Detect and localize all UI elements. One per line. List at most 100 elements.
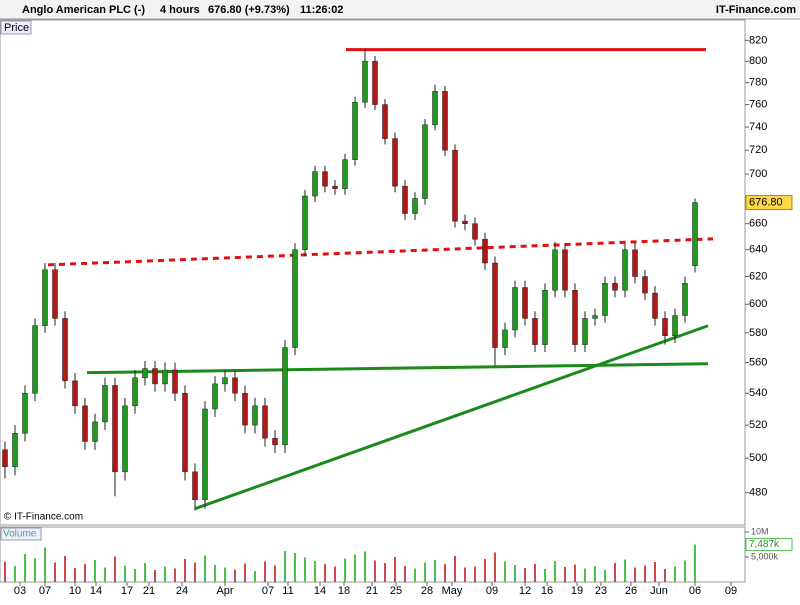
candle-body: [102, 385, 108, 423]
candle-body: [312, 171, 318, 197]
y-tick-label: 700: [749, 168, 767, 180]
trend-line: [47, 237, 714, 267]
y-tick-label: 760: [749, 98, 767, 110]
candle-body: [92, 421, 98, 442]
candle-body: [2, 449, 8, 467]
candle-body: [222, 377, 228, 385]
volume-bar: [544, 569, 546, 582]
candle-body: [532, 318, 538, 345]
x-tick-label: 17: [121, 585, 133, 597]
volume-bar: [184, 559, 186, 582]
candle-body: [32, 325, 38, 394]
candle-body: [52, 269, 58, 319]
volume-bar: [214, 565, 216, 582]
volume-bar: [374, 560, 376, 582]
candle-body: [392, 138, 398, 187]
candle-body: [372, 60, 378, 105]
x-tick-label: 09: [725, 585, 737, 597]
volume-bar: [504, 561, 506, 582]
volume-bar: [434, 560, 436, 582]
volume-bar: [674, 566, 676, 582]
volume-bar: [564, 567, 566, 582]
volume-bar: [614, 563, 616, 582]
candle-body: [292, 249, 298, 348]
header-title: Anglo American PLC (-): [22, 4, 145, 16]
header-price: 676.80 (+9.73%): [208, 4, 290, 16]
candle-body: [442, 91, 448, 151]
volume-bar: [594, 566, 596, 582]
candle-body: [642, 276, 648, 294]
volume-bar: [44, 547, 46, 582]
y-tick-label: 480: [749, 487, 767, 499]
candle-body: [682, 283, 688, 316]
volume-bar: [684, 560, 686, 582]
candle-body: [202, 408, 208, 501]
candle-body: [242, 392, 248, 426]
volume-bar: [124, 565, 126, 582]
volume-bar: [624, 559, 626, 582]
y-tick-label: 540: [749, 387, 767, 399]
y-tick-label: 820: [749, 34, 767, 46]
y-tick-label: 600: [749, 298, 767, 310]
candle-body: [672, 315, 678, 337]
x-tick-label: 10: [69, 585, 81, 597]
candle-body: [362, 60, 368, 103]
volume-bar: [4, 561, 6, 582]
volume-bar: [244, 563, 246, 582]
y-tick-label: 720: [749, 144, 767, 156]
candle-body: [182, 392, 188, 473]
y-tick-label: 560: [749, 356, 767, 368]
x-tick-label: 21: [143, 585, 155, 597]
y-tick-label: 620: [749, 270, 767, 282]
x-tick-label: 14: [90, 585, 102, 597]
volume-bar: [64, 556, 66, 582]
panel-tag: [0, 20, 32, 35]
y-tick-label: 780: [749, 77, 767, 89]
volume-bar: [194, 562, 196, 582]
volume-last-label: 7,487k: [749, 539, 780, 550]
candle-body: [402, 185, 408, 214]
x-tick-label: 11: [282, 585, 293, 597]
y-tick-label: 580: [749, 327, 767, 339]
volume-tick-label: 5,000k: [751, 551, 779, 561]
volume-bar: [144, 563, 146, 582]
volume-bar: [254, 571, 256, 582]
x-tick-label: Apr: [216, 585, 233, 597]
candle-body: [12, 433, 18, 467]
volume-bar: [644, 565, 646, 582]
volume-bar: [524, 568, 526, 582]
candle-body: [112, 385, 118, 473]
volume-bar: [294, 553, 296, 582]
volume-bar: [604, 570, 606, 582]
volume-bar: [444, 564, 446, 582]
candle-body: [172, 369, 178, 394]
volume-bar: [344, 558, 346, 582]
x-tick-label: 19: [571, 585, 583, 597]
x-tick-label: 06: [689, 585, 701, 597]
header-time: 11:26:02: [300, 4, 343, 16]
candle-body: [272, 437, 278, 446]
volume-bar: [24, 554, 26, 582]
volume-tick-label: 10M: [751, 526, 769, 536]
x-tick-label: 03: [14, 585, 26, 597]
candle-body: [162, 369, 168, 385]
candle-body: [62, 318, 68, 382]
candle-body: [692, 202, 698, 266]
volume-bar: [164, 566, 166, 582]
x-tick-label: 09: [486, 585, 498, 597]
last-price-tag: [745, 194, 793, 210]
candle-body: [572, 290, 578, 345]
volume-bar: [74, 568, 76, 582]
candle-body: [142, 368, 148, 378]
candle-body: [452, 149, 458, 222]
candle-body: [332, 185, 338, 189]
trend-line: [86, 362, 709, 375]
candle-body: [82, 405, 88, 442]
x-tick-label: 16: [541, 585, 553, 597]
volume-bar: [114, 556, 116, 582]
candle-body: [502, 329, 508, 348]
candle-body: [192, 471, 198, 501]
header-interval: 4 hours: [160, 4, 200, 16]
volume-bar: [574, 564, 576, 582]
x-tick-label: 28: [421, 585, 433, 597]
